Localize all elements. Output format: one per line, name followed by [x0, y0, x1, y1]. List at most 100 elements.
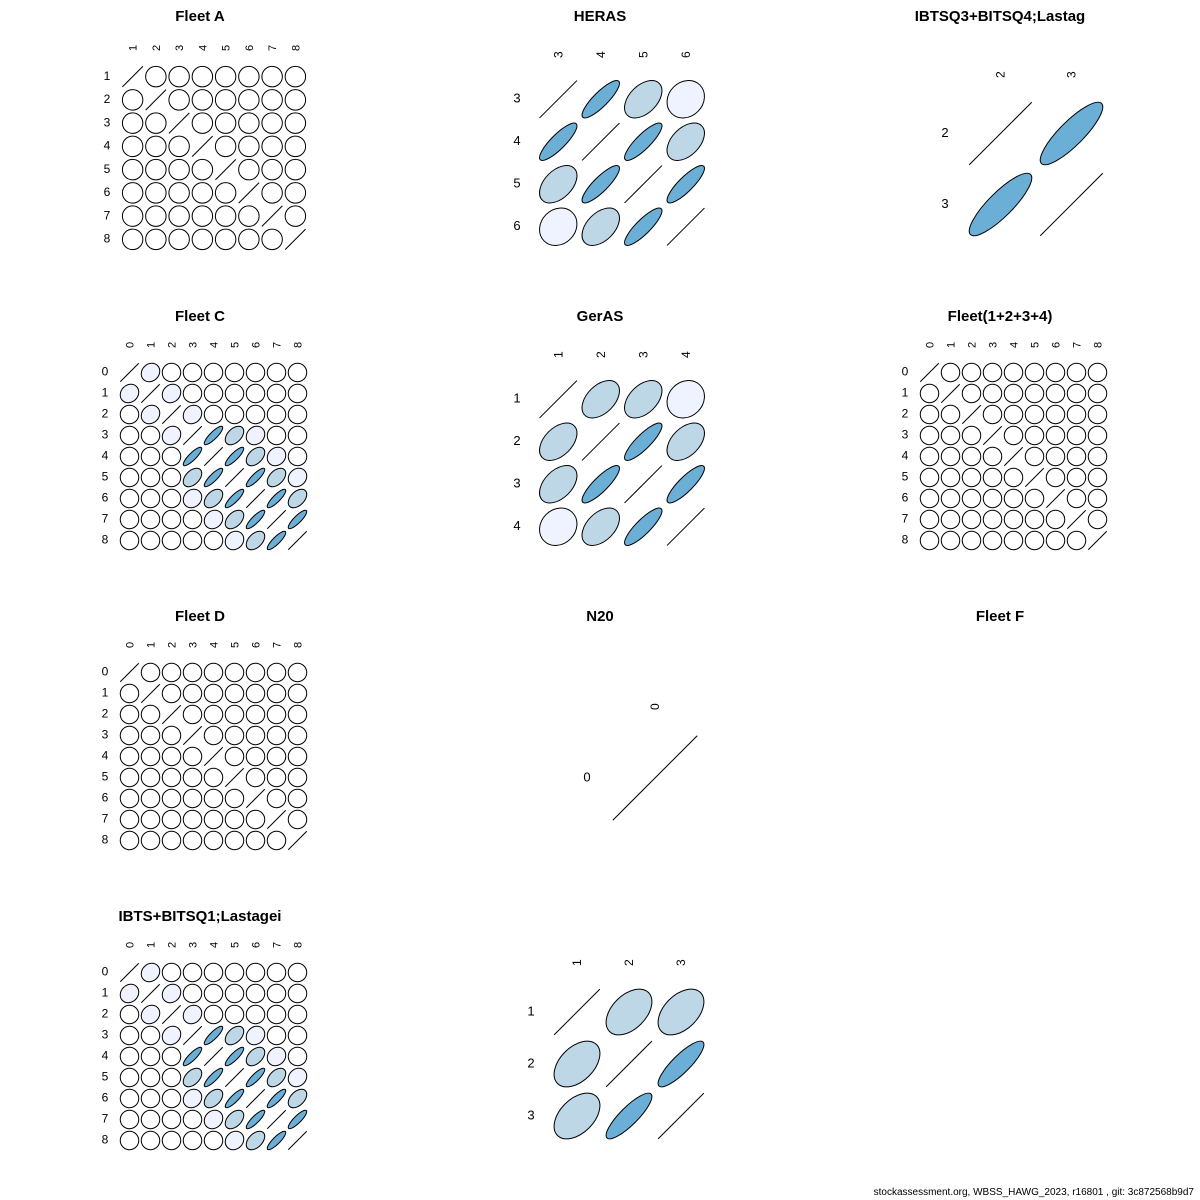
correlation-ellipse: [140, 467, 161, 488]
correlation-ellipse: [968, 172, 1033, 237]
correlation-ellipse: [1087, 404, 1108, 425]
correlation-ellipse: [961, 467, 982, 488]
correlation-ellipse: [1066, 530, 1087, 551]
correlation-ellipse: [182, 1004, 203, 1025]
correlation-ellipse: [182, 446, 203, 467]
column-age-label: 3: [674, 959, 688, 966]
diagonal-mark: [657, 1092, 705, 1140]
correlation-ellipse: [1003, 467, 1024, 488]
panel-title: IBTS+BITSQ1;Lastagei: [119, 908, 282, 925]
correlation-ellipse: [919, 404, 940, 425]
diagonal-mark: [1066, 509, 1087, 530]
correlation-ellipse: [940, 362, 961, 383]
column-age-label: 8: [293, 642, 305, 648]
correlation-ellipse: [961, 362, 982, 383]
correlation-ellipse: [224, 662, 245, 683]
column-age-label: 1: [570, 959, 584, 966]
correlation-ellipse: [224, 725, 245, 746]
row-age-label: 5: [104, 162, 111, 176]
correlation-ellipse: [581, 380, 620, 419]
correlation-ellipse: [140, 830, 161, 851]
correlation-ellipse: [119, 1046, 140, 1067]
correlation-ellipse: [961, 509, 982, 530]
correlation-ellipse: [140, 962, 161, 983]
correlation-ellipse: [657, 1040, 705, 1088]
row-age-label: 2: [513, 433, 520, 448]
correlation-ellipse: [1003, 383, 1024, 404]
correlation-ellipse: [245, 1046, 266, 1067]
correlation-ellipse: [261, 158, 283, 181]
correlation-ellipse: [982, 530, 1003, 551]
correlation-ellipse: [284, 112, 307, 134]
column-age-label: 1: [146, 342, 158, 348]
correlation-ellipse: [581, 507, 620, 546]
correlation-ellipse: [1045, 404, 1066, 425]
correlation-ellipse: [168, 65, 190, 88]
correlation-ellipse: [161, 1130, 182, 1151]
correlation-ellipse: [245, 509, 266, 530]
correlation-ellipse: [140, 446, 161, 467]
correlation-panel: N20 0 0: [583, 608, 698, 821]
diagonal-mark: [287, 530, 308, 551]
column-age-label: 2: [167, 942, 179, 948]
correlation-ellipse: [119, 788, 140, 809]
correlation-ellipse: [245, 467, 266, 488]
correlation-ellipse: [161, 746, 182, 767]
correlation-ellipse: [203, 362, 224, 383]
correlation-ellipse: [203, 788, 224, 809]
correlation-ellipse: [203, 1088, 224, 1109]
column-age-label: 1: [146, 942, 158, 948]
correlation-ellipse: [287, 383, 308, 404]
diagonal-mark: [182, 1025, 203, 1046]
panel-title: Fleet(1+2+3+4): [948, 308, 1053, 325]
correlation-ellipse: [214, 112, 237, 134]
correlation-ellipse: [140, 509, 161, 530]
correlation-ellipse: [140, 488, 161, 509]
column-age-label: 2: [622, 959, 636, 966]
row-age-label: 0: [102, 365, 109, 379]
correlation-panel: Fleet F 0 0 1 1 2 2 3 3 4 4 5 5 6 6 7 7 8 8: [102, 608, 1024, 1151]
correlation-ellipse: [119, 1025, 140, 1046]
correlation-ellipse: [245, 383, 266, 404]
correlation-ellipse: [140, 530, 161, 551]
correlation-ellipse: [666, 80, 705, 119]
correlation-ellipse: [287, 1067, 308, 1088]
row-age-label: 4: [102, 449, 109, 463]
correlation-ellipse: [982, 488, 1003, 509]
column-age-label: 8: [290, 45, 302, 51]
correlation-ellipse: [140, 1109, 161, 1130]
correlation-ellipse: [1045, 530, 1066, 551]
correlation-ellipse: [261, 182, 283, 204]
correlation-ellipse: [119, 683, 140, 704]
row-age-label: 1: [104, 69, 111, 83]
correlation-ellipse: [666, 380, 705, 419]
correlation-ellipse: [119, 1109, 140, 1130]
correlation-ellipse: [224, 404, 245, 425]
column-age-label: 3: [188, 342, 200, 348]
column-age-label: 3: [988, 342, 1000, 348]
row-age-label: 3: [102, 1028, 109, 1042]
correlation-ellipse: [1039, 101, 1104, 166]
diagonal-mark: [982, 425, 1003, 446]
correlation-ellipse: [224, 1004, 245, 1025]
correlation-ellipse: [224, 746, 245, 767]
correlation-ellipse: [119, 530, 140, 551]
diagonal-mark: [624, 465, 663, 504]
correlation-ellipse: [161, 362, 182, 383]
row-age-label: 4: [513, 518, 520, 533]
correlation-ellipse: [224, 962, 245, 983]
column-age-label: 0: [125, 342, 137, 348]
correlation-ellipse: [224, 704, 245, 725]
correlation-ellipse: [203, 383, 224, 404]
diagonal-mark: [224, 467, 245, 488]
correlation-ellipse: [182, 704, 203, 725]
correlation-ellipse: [121, 158, 144, 181]
correlation-ellipse: [161, 425, 182, 446]
correlation-ellipse: [121, 89, 144, 111]
correlation-ellipse: [581, 165, 620, 204]
correlation-ellipse: [182, 683, 203, 704]
correlation-ellipse: [940, 530, 961, 551]
row-age-label: 3: [902, 428, 909, 442]
column-age-label: 3: [551, 51, 565, 58]
correlation-ellipse: [287, 362, 308, 383]
